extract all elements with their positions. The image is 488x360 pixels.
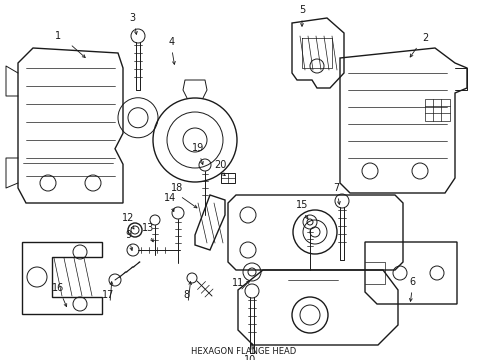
Text: 2: 2 [421,33,427,43]
Text: 20: 20 [213,160,226,170]
Text: 8: 8 [183,290,189,300]
Text: 7: 7 [332,183,339,193]
Text: 11: 11 [231,278,244,288]
Text: 4: 4 [168,37,175,47]
Bar [221,173,235,183]
Text: 9: 9 [124,230,131,240]
Bar [424,99,449,121]
Text: 15: 15 [295,200,307,210]
Text: 3: 3 [129,13,135,23]
Text: 18: 18 [170,183,183,193]
Text: 6: 6 [408,277,414,287]
Text: 10: 10 [244,355,256,360]
Text: 12: 12 [122,213,134,223]
Text: 19: 19 [191,143,203,153]
Text: 5: 5 [298,5,305,15]
Text: 14: 14 [163,193,176,203]
Text: 17: 17 [102,290,114,300]
Text: HEXAGON FLANGE HEAD: HEXAGON FLANGE HEAD [191,347,296,356]
Text: 13: 13 [142,223,154,233]
Text: 1: 1 [55,31,61,41]
Text: 16: 16 [52,283,64,293]
